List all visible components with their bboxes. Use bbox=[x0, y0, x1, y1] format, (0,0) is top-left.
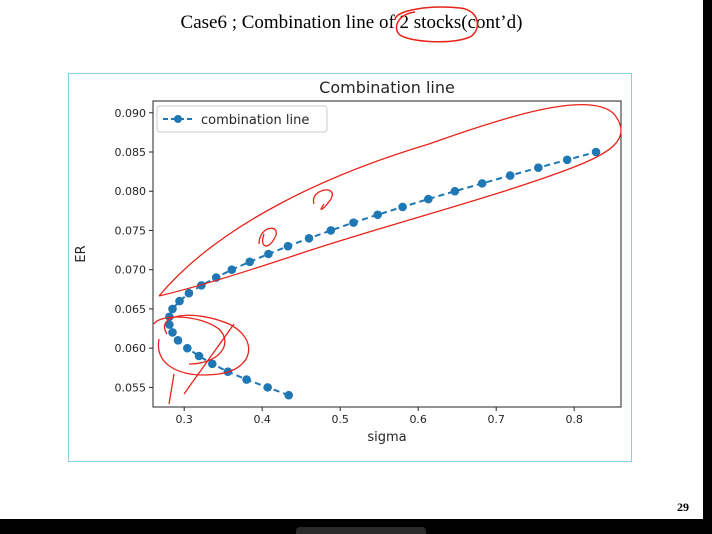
data-point bbox=[505, 171, 515, 180]
red-ink-stroke bbox=[158, 103, 622, 297]
x-tick-label: 0.4 bbox=[253, 413, 271, 426]
data-point bbox=[284, 390, 294, 400]
data-point bbox=[304, 234, 314, 243]
y-tick-label: 0.080 bbox=[115, 185, 147, 198]
legend-box bbox=[156, 105, 328, 133]
x-tick-label: 0.7 bbox=[487, 413, 505, 426]
y-tick-label: 0.065 bbox=[115, 303, 147, 316]
data-point bbox=[227, 265, 237, 274]
y-tick-label: 0.055 bbox=[115, 381, 147, 394]
red-ink-stroke bbox=[157, 314, 250, 376]
x-tick-label: 0.6 bbox=[409, 413, 427, 426]
red-ink-stroke bbox=[183, 323, 235, 395]
data-point bbox=[175, 296, 184, 306]
data-point bbox=[184, 288, 194, 298]
y-tick-label: 0.085 bbox=[115, 146, 147, 159]
y-tick-label: 0.070 bbox=[115, 264, 147, 277]
data-point bbox=[168, 328, 177, 337]
y-tick-label: 0.060 bbox=[115, 342, 147, 355]
red-ink-stroke bbox=[168, 373, 175, 405]
data-point bbox=[165, 320, 174, 329]
data-point bbox=[534, 163, 543, 172]
legend-label: combination line bbox=[201, 113, 309, 128]
data-point bbox=[398, 202, 407, 212]
y-tick-label: 0.075 bbox=[115, 224, 147, 237]
data-point bbox=[562, 155, 572, 165]
page-number: 29 bbox=[677, 500, 689, 514]
data-point bbox=[183, 343, 192, 353]
data-point bbox=[245, 257, 255, 267]
data-point bbox=[263, 383, 272, 392]
legend-marker bbox=[174, 115, 182, 123]
data-point bbox=[450, 186, 460, 196]
red-ink-stroke bbox=[258, 227, 277, 247]
data-point bbox=[283, 241, 293, 251]
chart-title: Combination line bbox=[319, 78, 455, 97]
data-point bbox=[424, 194, 433, 204]
combination-line-chart: Combination line 0.3 0.4 0.5 0.6 0.7 0.8 0.055… bbox=[74, 78, 622, 445]
title-annotation bbox=[394, 6, 479, 43]
data-point bbox=[173, 336, 183, 345]
title-circle-annotation bbox=[394, 6, 479, 43]
red-ink-stroke bbox=[312, 189, 334, 211]
data-point bbox=[168, 304, 177, 314]
x-axis-label: sigma bbox=[367, 430, 406, 445]
data-point bbox=[349, 218, 358, 227]
x-tick-label: 0.3 bbox=[175, 413, 193, 426]
bottom-dock-bar bbox=[296, 527, 426, 534]
x-tick-label: 0.8 bbox=[565, 413, 583, 426]
legend: combination line bbox=[156, 105, 328, 133]
y-axis-label: ER bbox=[74, 245, 89, 262]
data-point bbox=[242, 375, 251, 384]
x-tick-label: 0.5 bbox=[331, 413, 349, 426]
data-point bbox=[477, 179, 487, 188]
slide: Case6 ; Combination line of 2 stocks(con… bbox=[0, 0, 703, 519]
data-point bbox=[264, 249, 273, 259]
data-point bbox=[591, 147, 601, 157]
chart-frame: Combination line 0.3 0.4 0.5 0.6 0.7 0.8 0.055… bbox=[68, 73, 632, 462]
red-ink-stroke bbox=[153, 316, 226, 365]
plot-area bbox=[152, 100, 622, 408]
y-tick-label: 0.090 bbox=[115, 107, 147, 120]
data-point bbox=[207, 359, 217, 369]
handwritten-annotations bbox=[153, 103, 622, 405]
data-point bbox=[194, 351, 204, 361]
data-point bbox=[326, 226, 336, 235]
slide-title: Case6 ; Combination line of 2 stocks(con… bbox=[180, 12, 523, 33]
data-point bbox=[373, 210, 382, 220]
